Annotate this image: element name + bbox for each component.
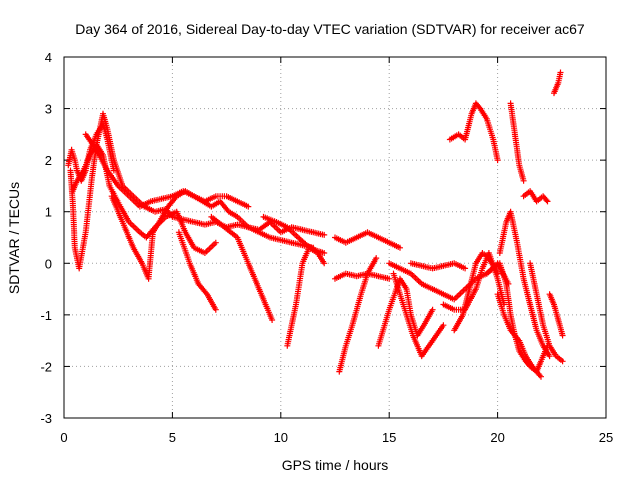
- y-tick-label: 0: [45, 256, 52, 271]
- plus-marker-path: [208, 213, 276, 323]
- series-arc-21: [494, 291, 544, 380]
- plus-marker-path: [82, 131, 252, 210]
- series-arc-27: [551, 69, 564, 97]
- grid: [64, 57, 606, 418]
- plus-marker-path: [507, 100, 527, 184]
- series-arc-25: [527, 260, 566, 365]
- series-arc-16: [407, 260, 469, 272]
- x-tick-label: 20: [490, 430, 504, 445]
- series-arc-10: [336, 255, 380, 375]
- plus-marker-path: [496, 208, 553, 360]
- y-tick-label: 4: [45, 50, 52, 65]
- plus-marker-path: [332, 270, 393, 282]
- plus-marker-path: [260, 213, 328, 256]
- plus-marker-path: [175, 229, 219, 313]
- x-tick-label: 25: [599, 430, 613, 445]
- series-arc-9: [260, 213, 328, 256]
- series-arc-19: [446, 100, 501, 164]
- x-tick-label: 15: [382, 430, 396, 445]
- plus-marker-path: [520, 188, 551, 205]
- plus-marker-path: [336, 255, 380, 375]
- plus-marker-path: [407, 260, 469, 272]
- series-arc-13: [375, 275, 436, 349]
- y-tick-label: -3: [40, 411, 52, 426]
- plus-marker-path: [284, 244, 328, 349]
- y-tick-label: 3: [45, 102, 52, 117]
- series-arc-8: [284, 244, 328, 349]
- x-tick-label: 10: [274, 430, 288, 445]
- plus-marker-path: [390, 270, 447, 360]
- series-arc-11: [332, 229, 403, 251]
- chart-title: Day 364 of 2016, Sidereal Day-to-day VTE…: [75, 21, 585, 37]
- y-axis-label: SDTVAR / TECUs: [6, 182, 22, 294]
- plus-marker-path: [494, 291, 544, 380]
- series-arc-7: [208, 213, 276, 323]
- axis-ticks: 0 5 10 15 20 25 -3 -2 -1 0 1 2 3 4: [40, 50, 613, 445]
- y-tick-label: -2: [40, 359, 52, 374]
- plus-marker-path: [527, 260, 566, 365]
- plot-frame: [63, 56, 607, 419]
- plus-marker-path: [546, 291, 566, 339]
- plus-marker-path: [446, 100, 501, 164]
- x-tick-label: 0: [60, 430, 67, 445]
- data-points: [65, 69, 566, 380]
- x-axis-label: GPS time / hours: [282, 457, 389, 473]
- series-arc-5: [82, 131, 252, 210]
- x-tick-label: 5: [169, 430, 176, 445]
- series-arc-6: [175, 229, 219, 313]
- series-arc-24: [520, 188, 551, 205]
- series-arc-23: [507, 100, 527, 184]
- y-tick-label: 1: [45, 205, 52, 220]
- plus-marker-path: [375, 275, 436, 349]
- plus-marker-path: [332, 229, 403, 251]
- plus-marker-path: [451, 250, 501, 334]
- series-arc-22: [496, 208, 553, 360]
- plus-marker-path: [551, 69, 564, 97]
- series-arc-26: [546, 291, 566, 339]
- series-arc-18: [451, 250, 501, 334]
- series-arc-12: [332, 270, 393, 282]
- y-tick-label: 2: [45, 153, 52, 168]
- series-arc-15: [390, 270, 447, 360]
- y-tick-label: -1: [40, 308, 52, 323]
